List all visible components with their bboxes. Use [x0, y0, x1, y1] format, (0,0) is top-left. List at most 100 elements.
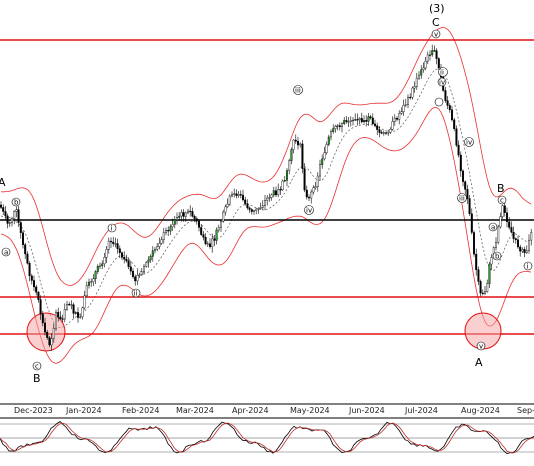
- candle-body: [281, 180, 284, 191]
- x-tick-label: Feb-2024: [122, 406, 159, 415]
- x-tick-label: May-2024: [290, 406, 330, 415]
- candle-body: [420, 69, 423, 76]
- candle-body: [107, 240, 110, 250]
- candle-body: [418, 74, 421, 79]
- candle-body: [448, 105, 451, 111]
- wave-label-B-left: B: [33, 372, 41, 385]
- candle-body: [378, 129, 381, 133]
- candle-body: [356, 119, 359, 121]
- candle-body: [446, 100, 449, 106]
- candle-body: [503, 205, 506, 214]
- candle-body: [189, 210, 192, 213]
- candle-body: [180, 212, 183, 217]
- candle-body: [79, 316, 82, 318]
- candle-body: [6, 215, 9, 224]
- candle-body: [380, 132, 383, 134]
- candle-body: [96, 266, 99, 272]
- x-tick-label: Dec-2023: [14, 406, 53, 415]
- svg-text:iii: iii: [459, 195, 465, 203]
- candle-body: [0, 204, 2, 208]
- x-tick-label: Aug-2024: [461, 406, 500, 415]
- candle-body: [55, 311, 58, 329]
- candle-body: [422, 67, 425, 70]
- candle-body: [457, 144, 460, 156]
- candle-body: [206, 243, 209, 245]
- candle-body: [521, 249, 524, 252]
- candle-body: [48, 337, 51, 346]
- candle-body: [164, 230, 167, 233]
- candle-body: [241, 194, 244, 201]
- candle-body: [239, 194, 242, 196]
- candle-body: [376, 125, 379, 130]
- wave-marker-jul-i: [434, 97, 444, 107]
- wave-marker-sep-i: i: [523, 261, 533, 271]
- candle-body: [215, 229, 218, 241]
- candle-body: [222, 211, 225, 222]
- candle-body: [140, 271, 143, 275]
- candle-body: [85, 285, 88, 296]
- candle-body: [208, 243, 211, 247]
- svg-text:iii: iii: [295, 87, 301, 95]
- oscillator-panel: [0, 418, 534, 462]
- candle-body: [525, 250, 528, 253]
- candle-body: [167, 230, 170, 232]
- candle-body: [59, 316, 62, 319]
- candle-body: [173, 219, 176, 225]
- candle-body: [393, 117, 396, 122]
- candle-body: [204, 237, 207, 245]
- candle-body: [319, 164, 322, 177]
- candle-body: [129, 266, 132, 272]
- candle-body: [409, 96, 412, 99]
- candle-body: [266, 197, 269, 201]
- candle-body: [184, 212, 187, 217]
- candle-body: [404, 104, 407, 106]
- candle-body: [162, 232, 165, 240]
- candle-body: [44, 322, 47, 333]
- candle-body: [308, 196, 311, 199]
- candle-body: [46, 331, 49, 338]
- candle-body: [479, 281, 482, 294]
- candle-body: [153, 249, 156, 251]
- candle-body: [468, 198, 471, 214]
- wave-label-degree-3: (3): [429, 2, 445, 15]
- candle-body: [411, 87, 414, 98]
- candle-body: [259, 207, 262, 209]
- candle-body: [224, 206, 227, 213]
- svg-text:b: b: [495, 253, 500, 261]
- candle-body: [481, 292, 484, 294]
- wave-marker-top-v: v: [431, 29, 441, 39]
- candle-body: [398, 113, 401, 120]
- candle-body: [35, 286, 38, 293]
- candle-body: [510, 227, 513, 233]
- svg-text:iv: iv: [466, 139, 472, 147]
- candle-body: [131, 270, 134, 277]
- candle-body: [389, 129, 392, 133]
- candle-body: [92, 278, 95, 282]
- candle-body: [286, 170, 289, 181]
- wave-marker-jul-iv: iv: [437, 77, 447, 87]
- candle-body: [382, 132, 385, 134]
- candle-body: [22, 232, 25, 245]
- candle-body: [391, 121, 394, 130]
- candle-body: [314, 186, 317, 188]
- candle-body: [200, 227, 203, 235]
- candle-body: [4, 211, 7, 217]
- time-axis: [0, 404, 534, 418]
- candle-body: [407, 96, 410, 105]
- candle-body: [426, 54, 429, 62]
- candle-body: [369, 116, 372, 119]
- wave-label-C: C: [432, 16, 440, 29]
- candle-body: [484, 291, 487, 294]
- wave-marker-right-c: c: [497, 195, 507, 205]
- candle-body: [396, 117, 399, 120]
- candle-body: [10, 218, 13, 223]
- candle-body: [26, 253, 29, 264]
- candle-body: [228, 195, 231, 205]
- candle-body: [270, 194, 273, 198]
- candle-body: [466, 189, 469, 199]
- wave-label-A-left: A: [0, 176, 6, 189]
- svg-text:ii: ii: [134, 290, 138, 298]
- candle-body: [37, 291, 40, 300]
- candle-body: [514, 238, 517, 241]
